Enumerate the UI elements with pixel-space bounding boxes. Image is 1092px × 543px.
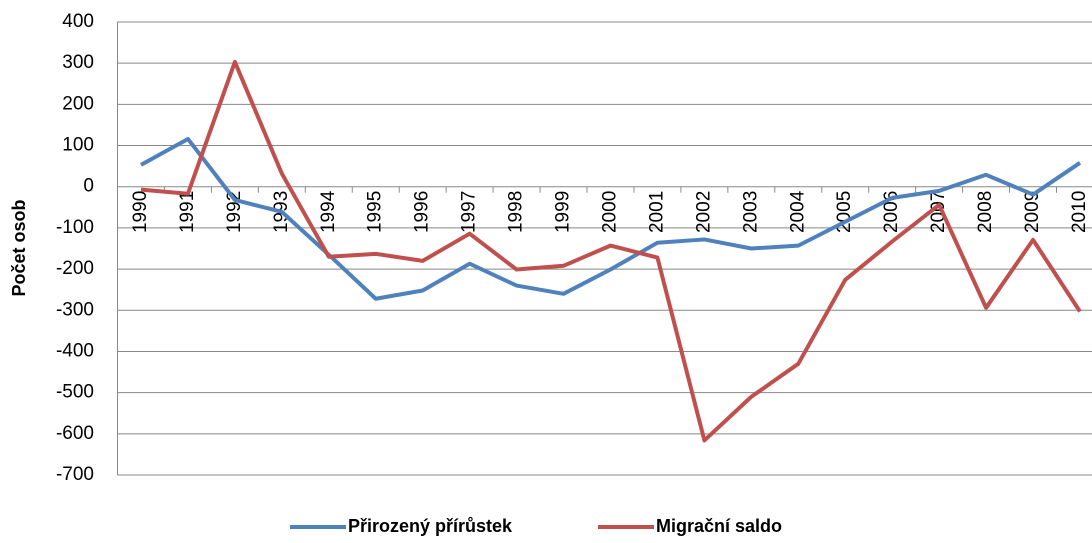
x-tick-label: 2007: [928, 191, 949, 233]
x-tick-label: 2009: [1022, 191, 1043, 233]
x-tick-label: 1996: [412, 191, 433, 233]
x-tick-label: 2008: [975, 191, 996, 233]
y-tick-label: 400: [62, 11, 94, 32]
y-axis-title: Počet osob: [9, 199, 29, 296]
x-tick-label: 1990: [130, 191, 151, 233]
y-tick-label: 100: [62, 135, 94, 156]
legend-label: Přirozený přírůstek: [348, 516, 513, 536]
y-tick-label: 200: [62, 93, 94, 114]
y-tick-label: -500: [56, 382, 94, 403]
x-tick-label: 2004: [787, 190, 808, 233]
y-tick-label: -600: [56, 423, 94, 444]
x-tick-label: 2001: [646, 191, 667, 233]
legend-label: Migrační saldo: [656, 516, 782, 536]
x-tick-label: 2000: [599, 191, 620, 233]
series-line: [140, 59, 1082, 443]
x-tick-label: 2003: [740, 191, 761, 233]
y-tick-label: -200: [56, 258, 94, 279]
x-tick-label: 1991: [177, 191, 198, 233]
x-tick-label: 2010: [1069, 191, 1090, 233]
x-tick-label: 1994: [318, 190, 339, 233]
y-tick-label: 0: [83, 176, 94, 197]
y-tick-label: -700: [56, 464, 94, 485]
x-tick-label: 2002: [693, 191, 714, 233]
x-tick-label: 1998: [506, 191, 527, 233]
y-tick-label: -100: [56, 217, 94, 238]
x-tick-label: 1999: [553, 191, 574, 233]
y-tick-label: -400: [56, 340, 94, 361]
y-tick-label: 300: [62, 52, 94, 73]
y-tick-label: -300: [56, 299, 94, 320]
series-line: [140, 136, 1082, 301]
x-tick-label: 1997: [459, 191, 480, 233]
x-tick-label: 1995: [365, 191, 386, 233]
